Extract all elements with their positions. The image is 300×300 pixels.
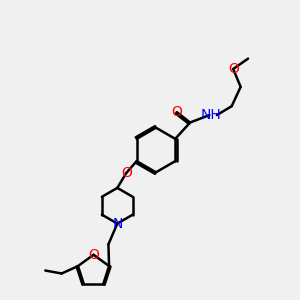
Text: NH: NH bbox=[200, 108, 221, 122]
Text: O: O bbox=[171, 105, 182, 119]
Text: N: N bbox=[112, 217, 122, 231]
Text: O: O bbox=[228, 62, 238, 76]
Text: O: O bbox=[88, 248, 99, 262]
Text: O: O bbox=[121, 166, 132, 180]
